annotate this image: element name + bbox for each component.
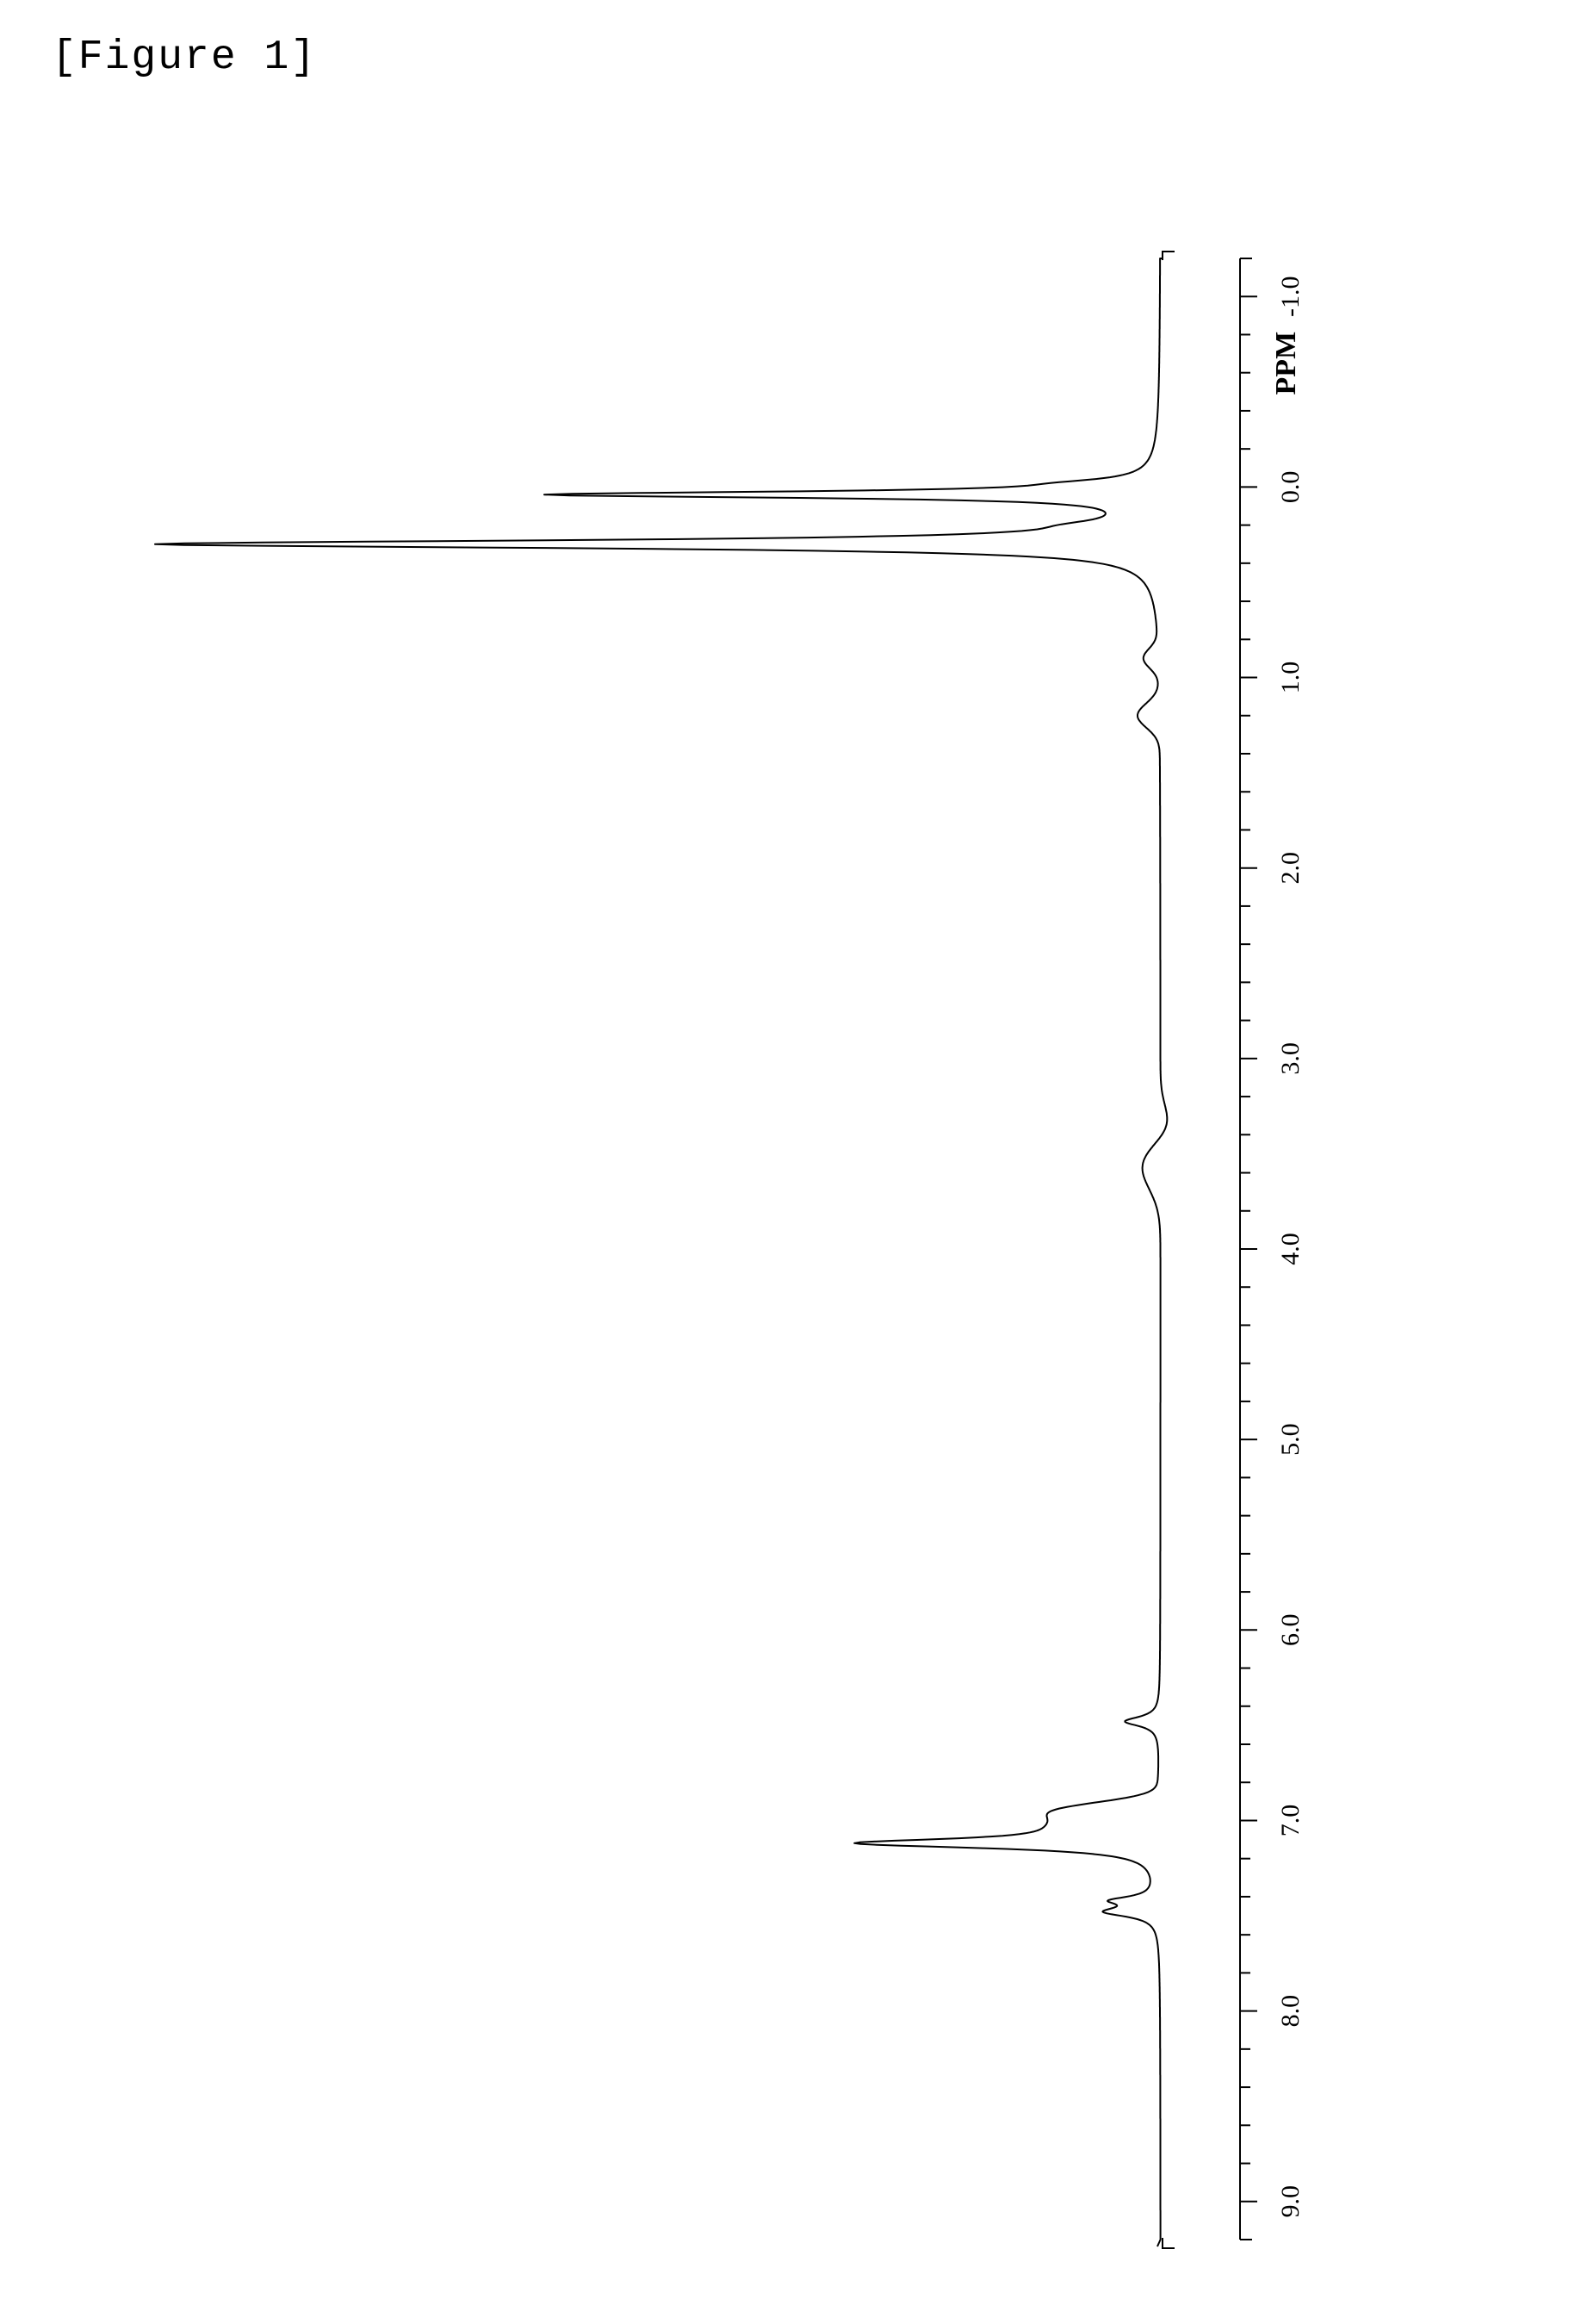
axis-tick-label: 9.0 [1276,2185,1305,2218]
axis-tick-label: 6.0 [1276,1614,1305,1647]
axis-tick-label: 5.0 [1276,1423,1305,1456]
trace-end-hook-top [1163,252,1175,260]
trace-end-hook-bottom [1163,2238,1175,2248]
nmr-svg: 9.0 8.0 7.0 6.0 5.0 4.0 3.0 2.0 1.0 0.0 -1.0 PPM [95,224,1490,2274]
nmr-plot-container: 9.0 8.0 7.0 6.0 5.0 4.0 3.0 2.0 1.0 0.0 -1.0 PPM [95,224,1490,2274]
nmr-axis-group [1240,258,1257,2240]
axis-tick-label: 2.0 [1276,852,1305,885]
nmr-trace-group [155,252,1175,2248]
axis-tick-label: 1.0 [1276,662,1305,694]
figure-label: [Figure 1] [52,34,317,81]
axis-tick-label: 0.0 [1276,471,1305,504]
axis-tick-label: -1.0 [1276,276,1305,317]
axis-tick-label: 3.0 [1276,1042,1305,1075]
nmr-labels-group: 9.0 8.0 7.0 6.0 5.0 4.0 3.0 2.0 1.0 0.0 -1.0 PPM [1270,276,1305,2217]
nmr-spectrum-trace [155,258,1167,2246]
axis-tick-label: 7.0 [1276,1805,1305,1837]
page-container: [Figure 1] 9.0 8.0 7.0 6.0 5.0 4.0 3.0 2.0 1.0 0.… [0,0,1575,2324]
axis-unit-label: PPM [1270,332,1302,395]
axis-tick-label: 4.0 [1276,1233,1305,1265]
axis-tick-label: 8.0 [1276,1995,1305,2028]
